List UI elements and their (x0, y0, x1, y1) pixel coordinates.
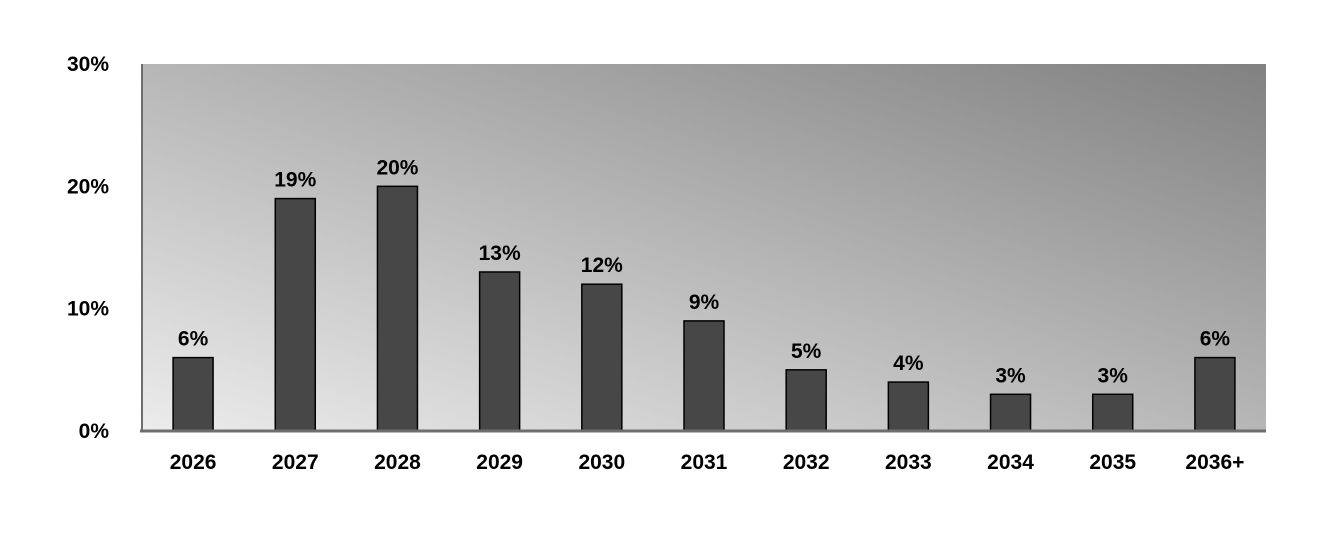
data-label: 6% (1200, 328, 1231, 351)
x-tick-label: 2028 (374, 451, 421, 474)
x-tick-label: 2033 (885, 451, 932, 474)
y-tick-label: 10% (67, 298, 109, 321)
bar-2026 (172, 356, 214, 432)
x-tick-label: 2029 (476, 451, 523, 474)
y-tick-label: 0% (79, 420, 110, 443)
bar-2031 (683, 320, 725, 432)
data-labels: 6% 19% 20% 13% 12% 9% 5% 4% 3% 3% 6% (178, 156, 1230, 387)
x-tick-label: 2030 (578, 451, 625, 474)
data-label: 12% (581, 254, 623, 277)
data-label: 3% (995, 364, 1026, 387)
bar-2036+ (1194, 356, 1236, 432)
x-tick-label: 2027 (272, 451, 319, 474)
data-label: 6% (178, 328, 209, 351)
data-label: 4% (893, 352, 924, 375)
bar-2033 (887, 381, 930, 432)
bar-2027 (274, 197, 317, 432)
data-label: 3% (1098, 364, 1129, 387)
x-tick-label: 2035 (1089, 451, 1136, 474)
bar-2029 (478, 271, 521, 432)
bar-2030 (581, 283, 623, 432)
data-label: 9% (689, 291, 720, 314)
data-label: 13% (479, 242, 521, 265)
y-axis: 0% 10% 20% 30% (67, 53, 143, 443)
y-tick-label: 30% (67, 53, 109, 76)
bar-2032 (785, 369, 827, 432)
x-axis: 2026 2027 2028 2029 2030 2031 2032 2033 2034 2035… (140, 429, 1266, 474)
x-tick-label: 2026 (170, 451, 217, 474)
x-tick-label: 2031 (681, 451, 728, 474)
bar-2034 (989, 393, 1032, 432)
y-tick-label: 20% (67, 175, 109, 198)
bar-2028 (376, 185, 419, 432)
data-label: 20% (376, 156, 418, 179)
bar-2035 (1091, 393, 1134, 432)
data-label: 19% (274, 169, 316, 192)
x-tick-label: 2034 (987, 451, 1034, 474)
data-label: 5% (791, 340, 822, 363)
x-tick-label: 2032 (783, 451, 830, 474)
x-tick-label: 2036+ (1185, 451, 1244, 474)
